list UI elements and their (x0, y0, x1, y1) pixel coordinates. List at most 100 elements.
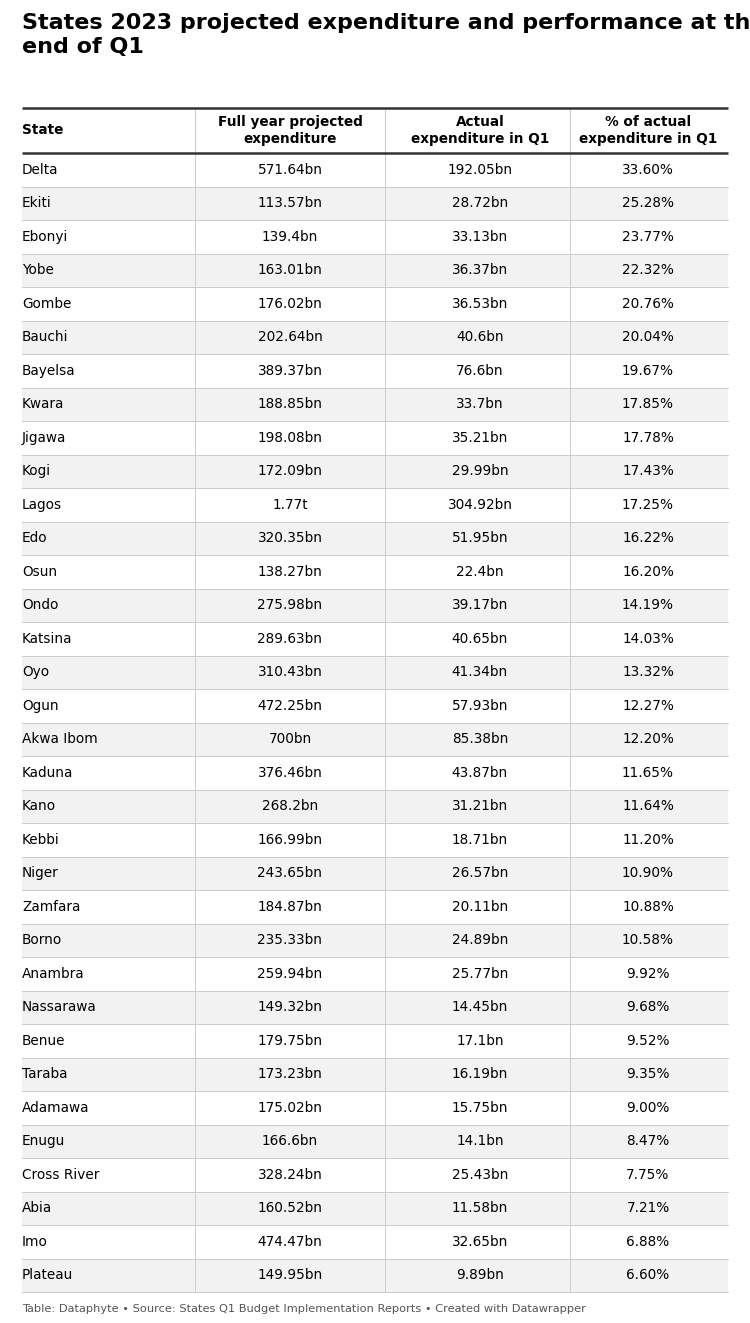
Text: Edo: Edo (22, 532, 48, 545)
Text: Enugu: Enugu (22, 1134, 65, 1148)
Text: 20.04%: 20.04% (622, 331, 674, 344)
Text: 14.1bn: 14.1bn (456, 1134, 504, 1148)
Text: 138.27bn: 138.27bn (257, 565, 322, 578)
Text: 33.60%: 33.60% (622, 163, 674, 177)
Text: 11.58bn: 11.58bn (452, 1201, 509, 1216)
Text: Akwa Ibom: Akwa Ibom (22, 732, 98, 746)
Text: 31.21bn: 31.21bn (452, 799, 509, 814)
Text: Cross River: Cross River (22, 1168, 99, 1181)
Text: 172.09bn: 172.09bn (257, 464, 322, 478)
Text: Ebonyi: Ebonyi (22, 230, 68, 243)
Text: Bayelsa: Bayelsa (22, 364, 76, 378)
Text: 259.94bn: 259.94bn (257, 967, 322, 980)
Bar (22, 1057, 728, 1091)
Text: 166.6bn: 166.6bn (262, 1134, 318, 1148)
Text: Imo: Imo (22, 1234, 48, 1249)
Text: 12.20%: 12.20% (622, 732, 674, 746)
Bar (22, 153, 728, 187)
Text: 571.64bn: 571.64bn (257, 163, 322, 177)
Text: Katsina: Katsina (22, 632, 73, 646)
Text: 166.99bn: 166.99bn (257, 832, 322, 847)
Text: 40.6bn: 40.6bn (456, 331, 504, 344)
Text: 304.92bn: 304.92bn (448, 497, 512, 512)
Text: 139.4bn: 139.4bn (262, 230, 318, 243)
Text: 472.25bn: 472.25bn (257, 699, 322, 713)
Text: 376.46bn: 376.46bn (257, 766, 322, 779)
Text: 28.72bn: 28.72bn (452, 196, 509, 210)
Text: 7.21%: 7.21% (626, 1201, 670, 1216)
Bar (22, 1158, 728, 1192)
Text: 289.63bn: 289.63bn (257, 632, 322, 646)
Bar (22, 1192, 728, 1225)
Text: 20.76%: 20.76% (622, 296, 674, 311)
Text: Gombe: Gombe (22, 296, 71, 311)
Text: 1.77t: 1.77t (272, 497, 308, 512)
Text: 14.19%: 14.19% (622, 598, 674, 613)
Text: 19.67%: 19.67% (622, 364, 674, 378)
Text: Ondo: Ondo (22, 598, 58, 613)
Text: 149.32bn: 149.32bn (257, 1000, 322, 1015)
Text: Borno: Borno (22, 933, 62, 947)
Text: 22.4bn: 22.4bn (456, 565, 504, 578)
Bar (22, 1091, 728, 1125)
Text: Ekiti: Ekiti (22, 196, 52, 210)
Text: 11.65%: 11.65% (622, 766, 674, 779)
Text: 23.77%: 23.77% (622, 230, 674, 243)
Text: State: State (22, 123, 63, 138)
Text: Niger: Niger (22, 867, 58, 880)
Text: Zamfara: Zamfara (22, 900, 80, 914)
Text: 9.52%: 9.52% (626, 1033, 670, 1048)
Bar (22, 556, 728, 589)
Bar (22, 755, 728, 790)
Bar (22, 388, 728, 421)
Text: 6.60%: 6.60% (626, 1269, 670, 1282)
Text: Kano: Kano (22, 799, 56, 814)
Text: 32.65bn: 32.65bn (452, 1234, 509, 1249)
Bar (22, 823, 728, 856)
Text: 188.85bn: 188.85bn (257, 397, 322, 411)
Text: Osun: Osun (22, 565, 57, 578)
Bar (22, 355, 728, 388)
Text: Anambra: Anambra (22, 967, 85, 980)
Text: 39.17bn: 39.17bn (452, 598, 509, 613)
Text: 18.71bn: 18.71bn (452, 832, 509, 847)
Bar (22, 1258, 728, 1293)
Bar (22, 455, 728, 488)
Text: 17.85%: 17.85% (622, 397, 674, 411)
Text: 36.53bn: 36.53bn (452, 296, 509, 311)
Text: 14.45bn: 14.45bn (452, 1000, 509, 1015)
Bar (22, 722, 728, 755)
Text: 163.01bn: 163.01bn (257, 263, 322, 278)
Text: Kaduna: Kaduna (22, 766, 74, 779)
Text: 8.47%: 8.47% (626, 1134, 670, 1148)
Text: 33.13bn: 33.13bn (452, 230, 509, 243)
Bar (22, 421, 728, 455)
Text: 14.03%: 14.03% (622, 632, 674, 646)
Text: 13.32%: 13.32% (622, 665, 674, 679)
Text: 26.57bn: 26.57bn (452, 867, 509, 880)
Text: Kebbi: Kebbi (22, 832, 60, 847)
Text: 16.19bn: 16.19bn (452, 1068, 509, 1081)
Bar (22, 488, 728, 521)
Text: 12.27%: 12.27% (622, 699, 674, 713)
Text: Bauchi: Bauchi (22, 331, 68, 344)
Bar (22, 320, 728, 355)
Text: 22.32%: 22.32% (622, 263, 674, 278)
Text: Benue: Benue (22, 1033, 65, 1048)
Text: States 2023 projected expenditure and performance at the
end of Q1: States 2023 projected expenditure and pe… (22, 13, 750, 57)
Text: 275.98bn: 275.98bn (257, 598, 322, 613)
Bar (22, 254, 728, 287)
Text: Nassarawa: Nassarawa (22, 1000, 97, 1015)
Text: 6.88%: 6.88% (626, 1234, 670, 1249)
Text: 11.20%: 11.20% (622, 832, 674, 847)
Bar (22, 220, 728, 254)
Text: 25.43bn: 25.43bn (452, 1168, 509, 1181)
Text: 25.77bn: 25.77bn (452, 967, 509, 980)
Text: 25.28%: 25.28% (622, 196, 674, 210)
Text: 113.57bn: 113.57bn (257, 196, 322, 210)
Text: 700bn: 700bn (268, 732, 312, 746)
Text: 175.02bn: 175.02bn (257, 1101, 322, 1115)
Text: 176.02bn: 176.02bn (257, 296, 322, 311)
Text: 29.99bn: 29.99bn (452, 464, 509, 478)
Bar (22, 655, 728, 689)
